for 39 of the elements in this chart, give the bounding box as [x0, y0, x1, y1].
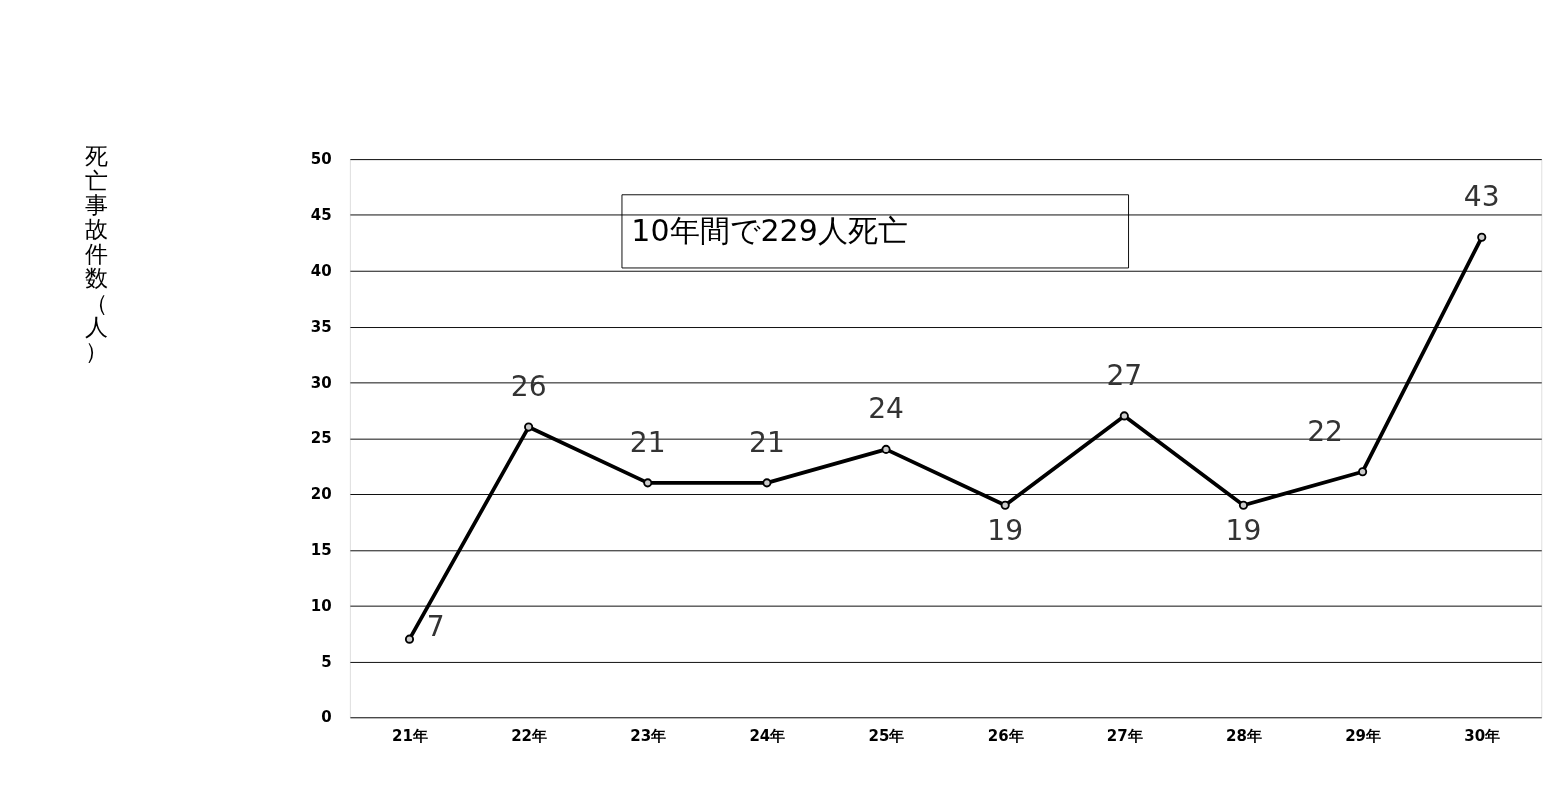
- data-label: 7: [426, 610, 445, 644]
- y-tick-label: 45: [310, 206, 332, 225]
- x-tick-label: 23年: [630, 727, 667, 746]
- y-tick-label: 40: [310, 261, 332, 280]
- point: [1358, 467, 1368, 477]
- point: [524, 422, 534, 432]
- point: [1477, 232, 1487, 242]
- data-label: 43: [1463, 180, 1500, 214]
- data-label: 19: [987, 513, 1024, 547]
- x-tick-label: 29年: [1345, 727, 1382, 746]
- y-tick-label: 50: [310, 150, 332, 169]
- y-tick-label: 0: [321, 708, 332, 727]
- x-tick-label: 28年: [1225, 727, 1262, 746]
- y-tick-label: 30: [310, 373, 332, 392]
- point: [1119, 411, 1129, 421]
- y-tick-label: 35: [310, 317, 332, 336]
- point: [762, 478, 772, 488]
- x-tick-label: 27年: [1106, 727, 1143, 746]
- data-label: 24: [868, 392, 904, 426]
- x-tick-label: 30年: [1464, 727, 1501, 746]
- y-tick-label: 25: [310, 429, 332, 448]
- point: [1000, 500, 1010, 510]
- x-tick-label: 26年: [987, 727, 1024, 746]
- y-tick-label: 10: [310, 596, 332, 615]
- y-tick-label: 15: [310, 541, 332, 560]
- point: [1238, 500, 1249, 510]
- point: [404, 634, 415, 644]
- data-label: 22: [1307, 414, 1343, 448]
- x-tick-label: 25年: [868, 727, 905, 746]
- data-label: 19: [1225, 513, 1262, 547]
- point: [881, 444, 891, 454]
- y-tick-label: 20: [310, 485, 332, 504]
- text: 死亡事故件数（人）: [85, 143, 109, 365]
- x-tick-label: 24年: [749, 727, 786, 746]
- annotation: 10年間で229人死亡: [631, 212, 908, 248]
- point: [643, 478, 653, 488]
- x-tick-label: 22年: [511, 727, 548, 746]
- y-tick-label: 5: [321, 652, 332, 671]
- x-tick-label: 21年: [392, 727, 428, 746]
